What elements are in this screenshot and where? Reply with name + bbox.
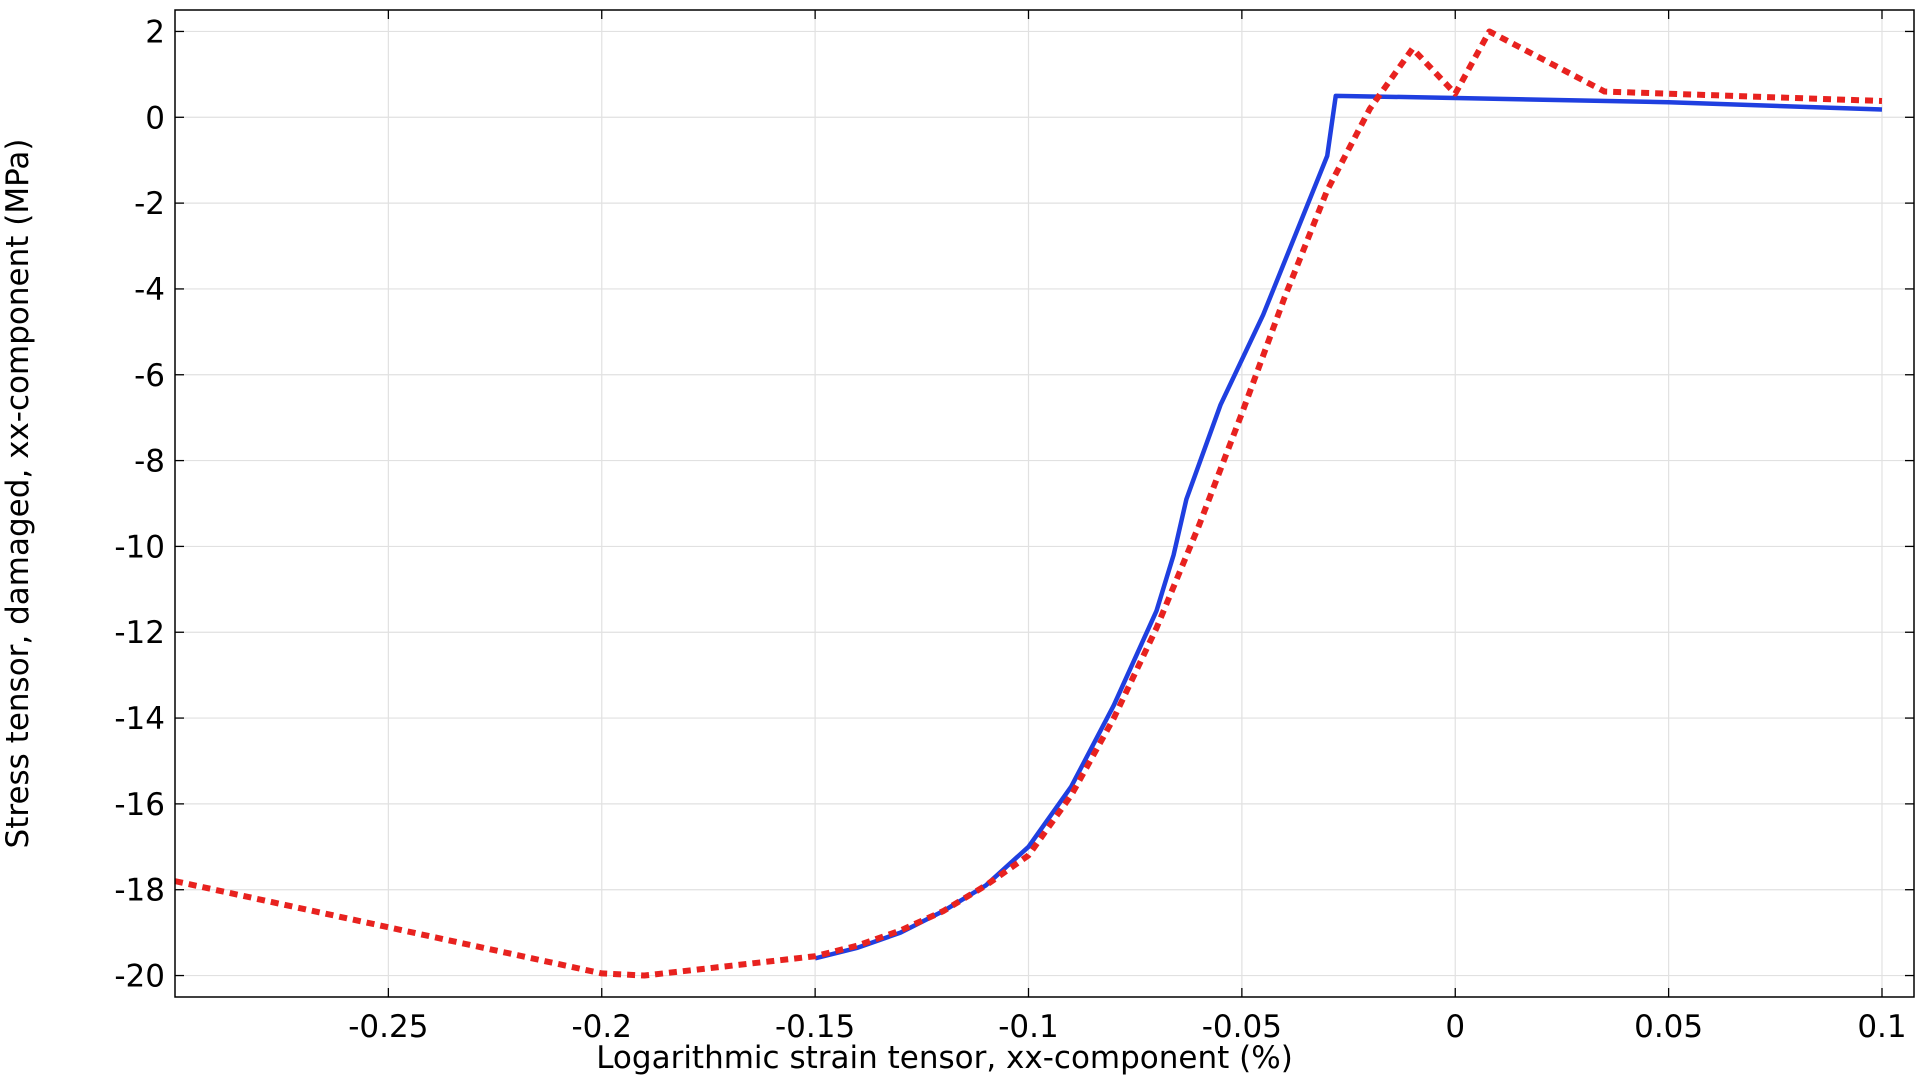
x-tick-label: -0.05 xyxy=(1202,1009,1282,1045)
x-tick-label: -0.1 xyxy=(998,1009,1059,1045)
axis-ticks: -0.25 -0.2 -0.15 -0.1 -0.05 0 0.05 0.1 2 0 -2 -4 -6 -… xyxy=(114,10,1914,1045)
y-tick-label: -12 xyxy=(114,615,165,651)
y-tick-label: -10 xyxy=(114,529,165,565)
x-tick-label: -0.2 xyxy=(571,1009,632,1045)
grid-lines xyxy=(175,10,1914,997)
x-tick-label: 0.1 xyxy=(1857,1009,1906,1045)
x-axis-title: Logarithmic strain tensor, xx-component … xyxy=(596,1040,1293,1076)
series-line-dotted xyxy=(174,28,1883,979)
plot-frame xyxy=(174,9,1915,998)
y-tick-label: 0 xyxy=(145,100,165,136)
y-tick-label: -4 xyxy=(134,272,165,308)
y-tick-label: -14 xyxy=(114,701,165,737)
x-tick-label: 0.05 xyxy=(1634,1009,1703,1045)
x-tick-label: -0.25 xyxy=(348,1009,428,1045)
y-tick-label: -16 xyxy=(114,787,165,823)
y-tick-label: -20 xyxy=(114,959,165,995)
y-tick-label: 2 xyxy=(145,14,165,50)
y-tick-label: -2 xyxy=(134,186,165,222)
x-tick-label: -0.15 xyxy=(775,1009,855,1045)
x-tick-label: 0 xyxy=(1445,1009,1465,1045)
series-line-solid xyxy=(814,93,1883,961)
y-tick-label: -18 xyxy=(114,873,165,909)
y-tick-label: -6 xyxy=(134,358,165,394)
y-tick-label: -8 xyxy=(134,444,165,480)
y-axis-title: Stress tensor, damaged, xx-component (MP… xyxy=(0,139,36,849)
plot-background xyxy=(175,10,1914,997)
series-layer xyxy=(174,28,1883,979)
